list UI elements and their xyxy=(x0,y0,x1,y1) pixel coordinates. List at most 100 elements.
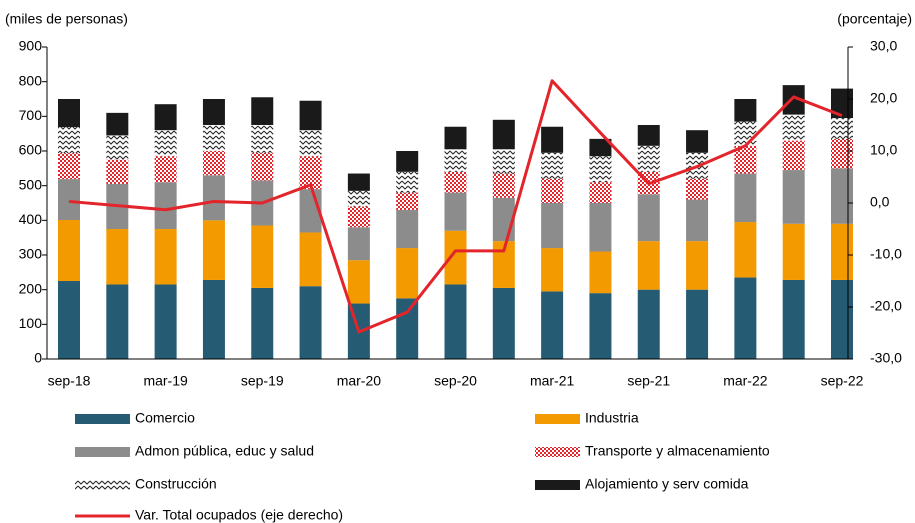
legend-swatch xyxy=(75,414,130,424)
legend-label: Var. Total ocupados (eje derecho) xyxy=(135,507,343,523)
bar-segment xyxy=(58,153,80,180)
legend-swatch xyxy=(75,447,130,457)
bar-segment xyxy=(58,281,80,359)
bar-segment xyxy=(589,203,612,252)
bar-segment xyxy=(106,135,129,160)
bar-segment xyxy=(154,182,177,229)
legend-swatch xyxy=(75,480,130,490)
bar-segment xyxy=(251,125,274,153)
bar-segment xyxy=(444,230,467,285)
y2-tick-label: 20,0 xyxy=(870,90,897,106)
bar-segment xyxy=(541,203,564,249)
bar-segment xyxy=(541,152,564,179)
bar-segment xyxy=(396,151,419,172)
y2-tick-label: 10,0 xyxy=(870,142,897,158)
bar-segment xyxy=(251,225,274,288)
bar-segment xyxy=(734,222,757,278)
x-tick-label: mar-22 xyxy=(723,373,768,389)
y-tick-label: 900 xyxy=(19,38,43,54)
bar-segment xyxy=(347,173,370,191)
bar-segment xyxy=(589,156,612,183)
bar-segment xyxy=(734,99,757,122)
bar-segment xyxy=(106,229,129,285)
bar-segment xyxy=(444,192,467,231)
bar-segment xyxy=(58,219,80,281)
bar-segment xyxy=(637,125,660,146)
bar-segment xyxy=(299,232,322,287)
bar-segment xyxy=(782,279,805,359)
bar-segment xyxy=(686,199,709,242)
bar-segment xyxy=(299,156,322,190)
x-tick-label: sep-20 xyxy=(434,373,477,389)
bar-segment xyxy=(637,145,660,172)
y2-axis-label: (porcentaje) xyxy=(837,11,912,27)
bar-segment xyxy=(782,85,805,115)
bar-segment xyxy=(686,289,709,359)
bar-segment xyxy=(589,138,612,157)
bar-segment xyxy=(782,223,805,280)
y-axis-label: (miles de personas) xyxy=(5,11,128,27)
bar-segment xyxy=(541,178,564,203)
x-tick-label: sep-21 xyxy=(627,373,670,389)
bar-segment xyxy=(202,125,225,151)
legend-label: Industria xyxy=(585,410,639,426)
legend-label: Alojamiento y serv comida xyxy=(585,476,749,492)
bar-segment xyxy=(444,149,467,172)
bar-segment xyxy=(782,114,805,141)
bar-segment xyxy=(637,289,660,359)
bar-segment xyxy=(154,284,177,359)
bar-segment xyxy=(492,149,515,174)
y-tick-label: 700 xyxy=(19,107,43,123)
bar-segment xyxy=(251,287,274,359)
y2-tick-label: -30,0 xyxy=(870,350,902,366)
bar-segment xyxy=(541,291,564,359)
bar-segment xyxy=(347,206,370,228)
bar-segment xyxy=(251,97,274,125)
bar-segment xyxy=(154,229,177,285)
bar-segment xyxy=(637,241,660,290)
bar-segment xyxy=(251,152,274,181)
y-tick-label: 500 xyxy=(19,176,43,192)
bar-segment xyxy=(686,178,709,200)
line-series xyxy=(68,79,843,334)
bar-segment xyxy=(58,99,80,128)
bar-segment xyxy=(396,248,419,299)
legend-label: Comercio xyxy=(135,410,195,426)
bar-segment xyxy=(444,171,467,193)
bar-segment xyxy=(444,284,467,359)
bar-segment xyxy=(347,227,370,261)
bar-segment xyxy=(782,140,805,171)
bar-segment xyxy=(299,100,322,131)
bar-segment xyxy=(492,287,515,359)
bar-segment xyxy=(202,175,225,221)
bar-segment xyxy=(396,209,419,249)
bar-segment xyxy=(686,241,709,290)
bar-segment xyxy=(589,251,612,294)
bar-segment xyxy=(831,223,853,280)
bar-segment xyxy=(831,168,853,224)
bar-segment xyxy=(58,127,80,154)
bar-segment xyxy=(202,279,225,359)
bar-segment xyxy=(686,130,709,153)
bar-segment xyxy=(58,179,80,220)
bar-segment xyxy=(299,130,322,157)
y-tick-label: 0 xyxy=(34,350,42,366)
bar-segment xyxy=(154,130,177,157)
bar-segment xyxy=(202,99,225,125)
y-tick-label: 800 xyxy=(19,72,43,88)
y-tick-label: 300 xyxy=(19,246,43,262)
x-tick-label: mar-20 xyxy=(337,373,382,389)
bar-segment xyxy=(154,104,177,131)
x-tick-label: sep-19 xyxy=(241,373,284,389)
bar-segment xyxy=(106,284,129,359)
legend-swatch xyxy=(535,414,580,424)
bar-segment xyxy=(492,119,515,150)
bar-segment xyxy=(831,138,853,169)
bar-segment xyxy=(106,159,129,184)
y2-tick-label: -10,0 xyxy=(870,246,902,262)
legend-swatch xyxy=(535,480,580,490)
bar-segment xyxy=(782,170,805,224)
bar-segment xyxy=(589,182,612,203)
bar-segment xyxy=(492,173,515,198)
